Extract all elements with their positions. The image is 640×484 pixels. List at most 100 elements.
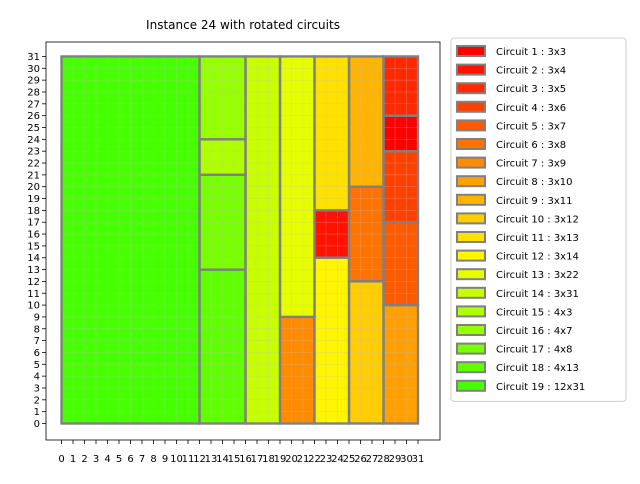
x-tick-label-12: 12: [193, 454, 206, 465]
y-tick-label-31: 31: [27, 52, 40, 63]
legend-label-5: Circuit 5 : 3x7: [496, 121, 566, 132]
circuit-rect-11: [313, 55, 351, 212]
x-tick-label-8: 8: [150, 454, 156, 465]
y-tick-label-30: 30: [27, 64, 40, 75]
x-tick-label-9: 9: [162, 454, 168, 465]
legend-label-16: Circuit 16 : 4x7: [496, 326, 572, 337]
plot-area: 0 1 2 3 4 5 6 7 8 9 101112131415161718192021222324…: [27, 41, 441, 465]
legend-swatch-15: [456, 305, 486, 318]
y-tick-label-1: 1: [34, 407, 40, 418]
y-tick-label-10: 10: [27, 301, 40, 312]
legend-label-17: Circuit 17 : 4x8: [496, 345, 572, 356]
legend-label-9: Circuit 9 : 3x11: [496, 196, 572, 207]
x-tick-label-19: 19: [274, 454, 287, 465]
y-tick-label-20: 20: [27, 182, 40, 193]
x-tick-label-23: 23: [320, 454, 333, 465]
x-tick-label-1: 1: [70, 454, 76, 465]
circuit-border-12: [313, 256, 351, 425]
legend-label-18: Circuit 18 : 4x13: [496, 363, 579, 374]
x-tick-label-10: 10: [170, 454, 183, 465]
y-tick-label-21: 21: [27, 170, 40, 181]
legend-swatch-11: [456, 231, 486, 243]
y-tick-label-8: 8: [34, 324, 40, 335]
y-tick-label-0: 0: [34, 419, 40, 430]
legend-swatch-1: [456, 45, 486, 57]
y-tick-label-11: 11: [27, 289, 40, 300]
legend-swatch-17: [456, 342, 486, 355]
legend-swatch-7: [456, 156, 486, 169]
axes-frame: [45, 41, 441, 441]
x-tick-label-15: 15: [228, 454, 241, 465]
circuit-rect-7: [278, 315, 316, 425]
legend-label-3: Circuit 3 : 3x5: [496, 84, 566, 95]
circuit-rect-14: [244, 55, 282, 425]
x-tick-label-5: 5: [116, 454, 122, 465]
y-tick-label-29: 29: [27, 76, 40, 87]
x-tick-label-0: 0: [58, 454, 64, 465]
legend-label-7: Circuit 7 : 3x9: [496, 159, 566, 170]
circuit-border-19: [60, 55, 201, 425]
legend-swatch-13: [456, 268, 486, 281]
x-tick-label-31: 31: [412, 454, 425, 465]
y-tick-label-14: 14: [27, 253, 40, 264]
legend-swatch-14: [456, 286, 486, 299]
legend-label-10: Circuit 10 : 3x12: [496, 214, 579, 225]
legend-label-19: Circuit 19 : 12x31: [496, 382, 585, 393]
x-tick-label-20: 20: [285, 454, 298, 465]
y-tick-label-3: 3: [34, 383, 40, 394]
x-tick-label-21: 21: [297, 454, 310, 465]
legend-frame: [450, 37, 627, 402]
x-tick-label-7: 7: [139, 454, 145, 465]
legend: Circuit 1 : 3x3 Circuit 2 : 3x4 Circuit 3 …: [450, 37, 627, 402]
legend-swatch-3: [456, 82, 486, 95]
y-tick-label-16: 16: [27, 230, 40, 241]
legend-swatch-9: [456, 193, 486, 206]
legend-label-4: Circuit 4 : 3x6: [496, 103, 566, 114]
y-tick-label-13: 13: [27, 265, 40, 276]
y-tick-label-6: 6: [34, 348, 40, 359]
circuit-rect-9: [347, 55, 385, 188]
x-tick-label-6: 6: [127, 454, 133, 465]
y-tick-label-2: 2: [34, 395, 40, 406]
y-tick-label-23: 23: [27, 147, 40, 158]
circuit-rect-5: [382, 221, 420, 307]
legend-label-14: Circuit 14 : 3x31: [496, 289, 579, 300]
x-tick-label-17: 17: [251, 454, 264, 465]
legend-label-13: Circuit 13 : 3x22: [496, 270, 579, 281]
x-tick-label-25: 25: [343, 454, 356, 465]
y-tick-label-22: 22: [27, 159, 40, 170]
y-tick-label-19: 19: [27, 194, 40, 205]
legend-swatch-12: [456, 249, 486, 262]
x-tick-label-13: 13: [205, 454, 218, 465]
legend-swatch-10: [456, 212, 486, 225]
x-tick-label-30: 30: [400, 454, 413, 465]
legend-swatch-8: [456, 175, 486, 188]
legend-swatch-18: [456, 361, 486, 374]
circuit-rect-1: [382, 114, 420, 153]
legend-label-12: Circuit 12 : 3x14: [496, 252, 579, 263]
x-tick-label-24: 24: [331, 454, 344, 465]
x-tick-label-14: 14: [216, 454, 229, 465]
legend-swatch-6: [456, 138, 486, 150]
legend-swatch-16: [456, 324, 486, 336]
x-tick-label-18: 18: [262, 454, 275, 465]
legend-swatch-5: [456, 119, 486, 132]
y-tick-label-17: 17: [27, 218, 40, 229]
y-tick-label-4: 4: [34, 372, 40, 383]
legend-label-2: Circuit 2 : 3x4: [496, 66, 566, 77]
legend-swatch-4: [456, 100, 486, 113]
x-tick-label-28: 28: [377, 454, 390, 465]
x-tick-label-16: 16: [239, 454, 252, 465]
x-tick-label-27: 27: [366, 454, 379, 465]
y-tick-label-5: 5: [34, 360, 40, 371]
legend-label-6: Circuit 6 : 3x8: [496, 140, 566, 151]
chart-title: Instance 24 with rotated circuits: [146, 18, 340, 32]
x-tick-label-3: 3: [93, 454, 99, 465]
x-tick-label-29: 29: [389, 454, 402, 465]
legend-label-15: Circuit 15 : 4x3: [496, 307, 572, 318]
legend-swatch-2: [456, 63, 486, 76]
legend-label-1: Circuit 1 : 3x3: [496, 47, 566, 58]
y-tick-label-26: 26: [27, 111, 40, 122]
y-tick-label-27: 27: [27, 99, 40, 110]
